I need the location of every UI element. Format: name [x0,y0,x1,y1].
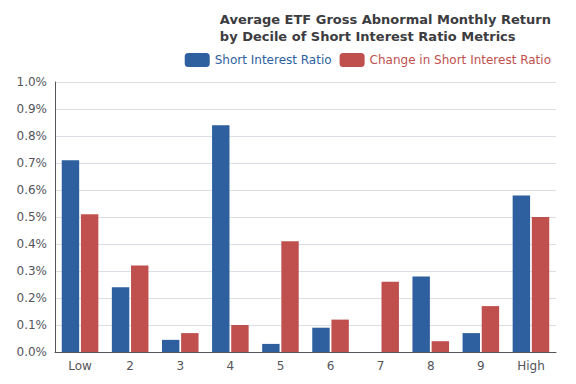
svg-text:0.6%: 0.6% [17,183,48,197]
svg-text:9: 9 [477,359,485,373]
svg-text:0.3%: 0.3% [17,264,48,278]
svg-text:7: 7 [377,359,385,373]
svg-text:High: High [517,359,545,373]
svg-text:0.9%: 0.9% [17,102,48,116]
svg-text:5: 5 [277,359,285,373]
svg-text:3: 3 [176,359,184,373]
svg-text:1.0%: 1.0% [17,75,48,89]
svg-text:0.2%: 0.2% [17,291,48,305]
svg-text:Short Interest Ratio: Short Interest Ratio [215,53,332,67]
svg-text:Low: Low [68,359,92,373]
svg-text:Change in Short Interest Ratio: Change in Short Interest Ratio [370,53,551,67]
svg-text:2: 2 [126,359,134,373]
svg-text:4: 4 [227,359,235,373]
svg-text:0.4%: 0.4% [17,237,48,251]
svg-text:0.1%: 0.1% [17,318,48,332]
svg-text:6: 6 [327,359,335,373]
svg-text:Average ETF Gross Abnormal Mon: Average ETF Gross Abnormal Monthly Retur… [220,12,551,27]
svg-text:0.8%: 0.8% [17,129,48,143]
svg-text:by Decile of Short Interest Ra: by Decile of Short Interest Ratio Metric… [220,29,516,44]
svg-text:8: 8 [427,359,435,373]
svg-text:0.7%: 0.7% [17,156,48,170]
svg-text:0.0%: 0.0% [17,345,48,359]
svg-text:0.5%: 0.5% [17,210,48,224]
